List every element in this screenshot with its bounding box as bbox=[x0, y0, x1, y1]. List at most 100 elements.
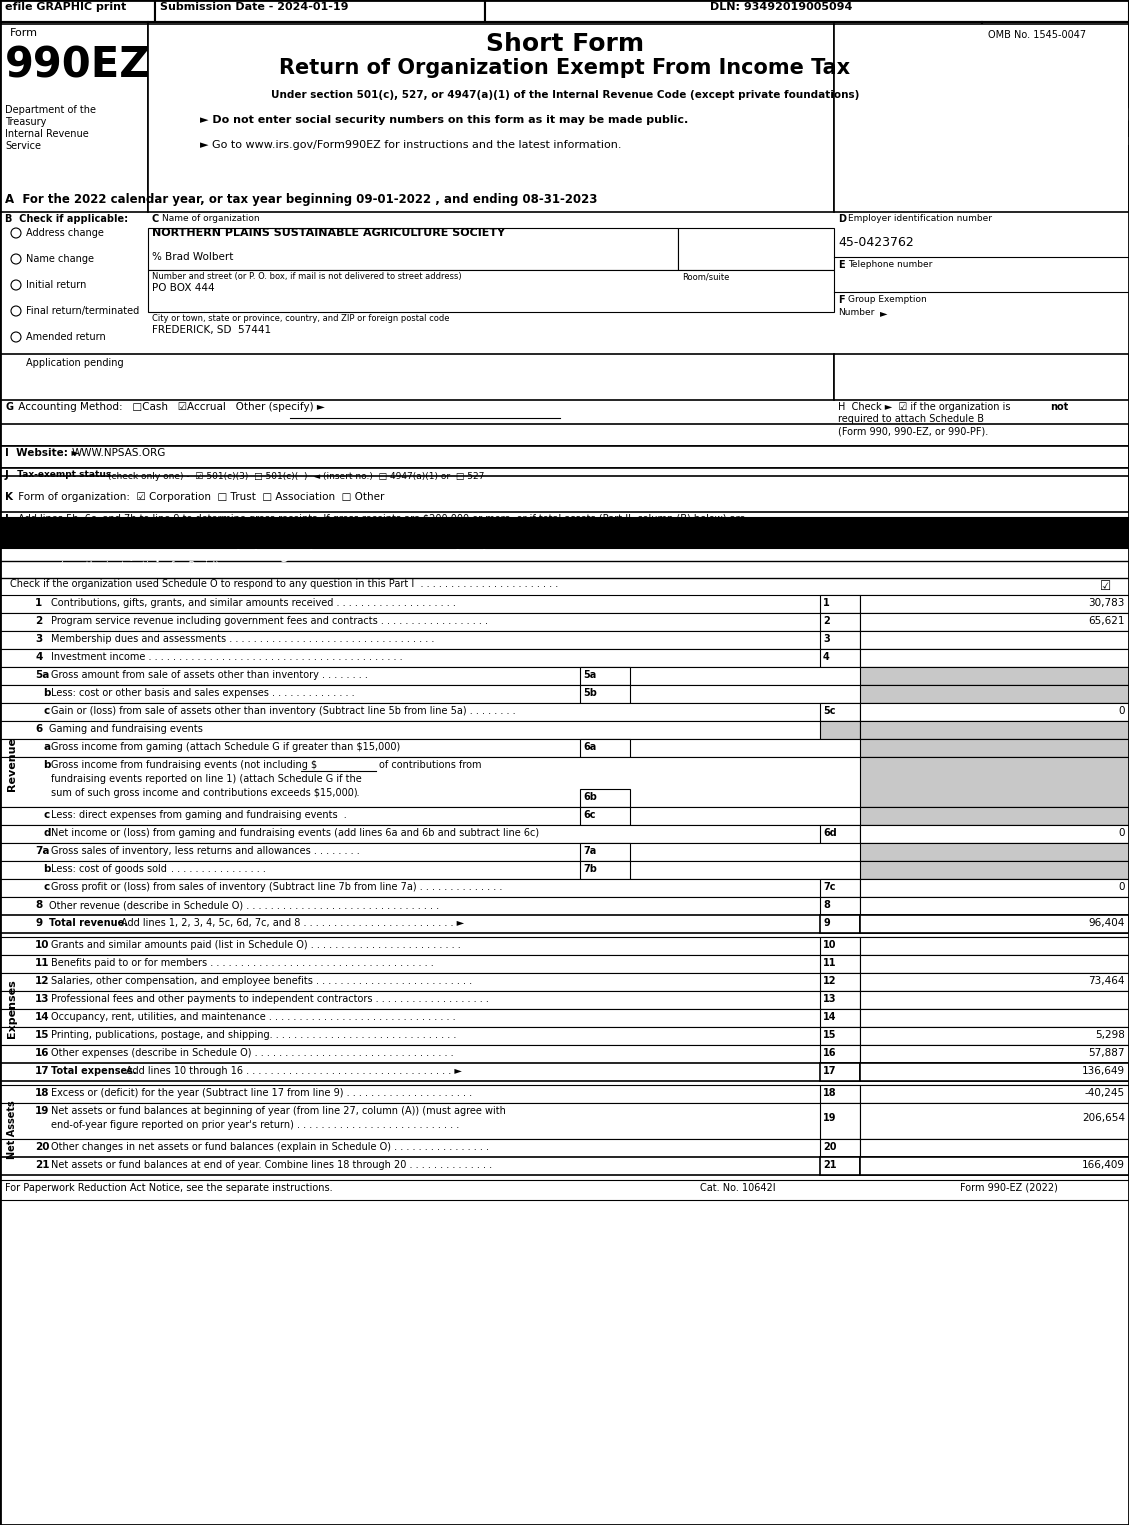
Text: 15: 15 bbox=[35, 1029, 50, 1040]
Bar bbox=[485, 0, 1129, 21]
Bar bbox=[820, 1139, 860, 1157]
Text: J: J bbox=[5, 470, 9, 480]
Text: ► Do not enter social security numbers on this form as it may be made public.: ► Do not enter social security numbers o… bbox=[200, 114, 689, 125]
Text: Gross profit or (loss) from sales of inventory (Subtract line 7b from line 7a) .: Gross profit or (loss) from sales of inv… bbox=[51, 881, 502, 892]
Text: Group Exemption: Group Exemption bbox=[848, 294, 927, 303]
Bar bbox=[820, 1084, 860, 1103]
Text: 11: 11 bbox=[35, 958, 50, 968]
Text: Gaming and fundraising events: Gaming and fundraising events bbox=[49, 724, 203, 734]
Text: Gross amount from sale of assets other than inventory . . . . . . . .: Gross amount from sale of assets other t… bbox=[51, 669, 368, 680]
Bar bbox=[982, 122, 1129, 191]
Bar bbox=[860, 721, 1129, 740]
Text: Expenses: Expenses bbox=[7, 979, 17, 1039]
Bar bbox=[820, 721, 860, 740]
Bar bbox=[860, 613, 1129, 631]
Text: OMB No. 1545-0047: OMB No. 1545-0047 bbox=[988, 30, 1086, 40]
Bar bbox=[860, 862, 1129, 878]
Text: 7b: 7b bbox=[583, 865, 597, 874]
Text: 7a: 7a bbox=[35, 846, 50, 856]
Text: Less: cost of goods sold: Less: cost of goods sold bbox=[51, 865, 167, 874]
Text: 0: 0 bbox=[1119, 881, 1124, 892]
Text: Add lines 5b, 6c, and 7b to line 9 to determine gross receipts. If gross receipt: Add lines 5b, 6c, and 7b to line 9 to de… bbox=[15, 514, 745, 525]
Text: 10: 10 bbox=[823, 939, 837, 950]
Bar bbox=[820, 613, 860, 631]
Text: Treasury: Treasury bbox=[5, 117, 46, 127]
Bar bbox=[820, 631, 860, 650]
Text: 0: 0 bbox=[1119, 706, 1124, 717]
Bar bbox=[820, 1157, 860, 1174]
Text: Add lines 10 through 16 . . . . . . . . . . . . . . . . . . . . . . . . . . . . : Add lines 10 through 16 . . . . . . . . … bbox=[126, 1066, 462, 1077]
Bar bbox=[0, 354, 834, 400]
Text: Cat. No. 10642I: Cat. No. 10642I bbox=[700, 1183, 776, 1193]
Text: 65,621: 65,621 bbox=[1088, 616, 1124, 625]
Text: 12: 12 bbox=[35, 976, 50, 987]
Bar bbox=[580, 740, 630, 756]
Text: (see the instructions for Part I): (see the instructions for Part I) bbox=[60, 561, 219, 570]
Text: Return of Organization Exempt From Income Tax: Return of Organization Exempt From Incom… bbox=[280, 58, 850, 78]
Text: Net income or (loss) from gaming and fundraising events (add lines 6a and 6b and: Net income or (loss) from gaming and fun… bbox=[51, 828, 540, 839]
Text: 21: 21 bbox=[823, 1161, 837, 1170]
Bar bbox=[834, 354, 1129, 400]
Text: Professional fees and other payments to independent contractors . . . . . . . . : Professional fees and other payments to … bbox=[51, 994, 489, 1003]
Text: Room/suite: Room/suite bbox=[682, 271, 729, 281]
Text: Tax-exempt status: Tax-exempt status bbox=[14, 470, 112, 479]
Bar bbox=[860, 1045, 1129, 1063]
Bar bbox=[860, 740, 1129, 756]
Bar bbox=[580, 807, 630, 825]
Text: Check if the organization used Schedule O to respond to any question in this Par: Check if the organization used Schedule … bbox=[10, 580, 558, 589]
Bar bbox=[860, 1026, 1129, 1045]
Bar bbox=[860, 1084, 1129, 1103]
Bar bbox=[0, 1045, 1129, 1063]
Text: Membership dues and assessments . . . . . . . . . . . . . . . . . . . . . . . . : Membership dues and assessments . . . . … bbox=[51, 634, 435, 644]
Text: Part I: Part I bbox=[5, 549, 43, 563]
Bar bbox=[0, 740, 1129, 756]
Text: 3: 3 bbox=[823, 634, 830, 644]
Bar bbox=[860, 1139, 1129, 1157]
Text: WWW.NPSAS.ORG: WWW.NPSAS.ORG bbox=[72, 448, 166, 458]
Text: L: L bbox=[5, 514, 11, 525]
Text: 19: 19 bbox=[823, 1113, 837, 1122]
Text: Open to
Public
Inspection: Open to Public Inspection bbox=[1010, 117, 1100, 168]
Text: 6d: 6d bbox=[823, 828, 837, 839]
Text: 18: 18 bbox=[35, 1087, 50, 1098]
Bar bbox=[860, 685, 1129, 703]
Bar bbox=[860, 807, 1129, 825]
Text: ☑: ☑ bbox=[1100, 580, 1111, 593]
Bar bbox=[860, 595, 1129, 613]
Text: 206,654: 206,654 bbox=[1082, 1113, 1124, 1122]
Text: 6a: 6a bbox=[583, 743, 596, 752]
Text: 12: 12 bbox=[823, 976, 837, 987]
Text: 136,649: 136,649 bbox=[1082, 1066, 1124, 1077]
Bar bbox=[860, 1157, 1129, 1174]
Text: Gross income from gaming (attach Schedule G if greater than $15,000): Gross income from gaming (attach Schedul… bbox=[51, 743, 401, 752]
Bar bbox=[982, 44, 1129, 127]
Text: DLN: 93492019005094: DLN: 93492019005094 bbox=[710, 2, 852, 12]
Text: Accounting Method:   □Cash   ☑Accrual   Other (specify) ►: Accounting Method: □Cash ☑Accrual Other … bbox=[15, 403, 325, 412]
Text: 3: 3 bbox=[35, 634, 42, 644]
Bar bbox=[0, 685, 1129, 703]
Text: 14: 14 bbox=[35, 1013, 50, 1022]
Text: Form of organization:  ☑ Corporation  □ Trust  □ Association  □ Other: Form of organization: ☑ Corporation □ Tr… bbox=[15, 493, 384, 502]
Bar bbox=[820, 1103, 860, 1139]
Text: 19: 19 bbox=[35, 1106, 50, 1116]
Text: 8: 8 bbox=[35, 900, 42, 910]
Text: . . . . . . . . . . . . . . . .: . . . . . . . . . . . . . . . . bbox=[170, 865, 265, 874]
Text: Contributions, gifts, grants, and similar amounts received . . . . . . . . . . .: Contributions, gifts, grants, and simila… bbox=[51, 598, 456, 608]
Bar bbox=[580, 788, 630, 807]
Text: Program service revenue including government fees and contracts . . . . . . . . : Program service revenue including govern… bbox=[51, 616, 488, 625]
Text: 5c: 5c bbox=[823, 706, 835, 717]
Bar bbox=[0, 0, 1129, 21]
Text: Final return/terminated: Final return/terminated bbox=[26, 307, 139, 316]
Bar bbox=[0, 1010, 1129, 1026]
Bar bbox=[0, 1157, 1129, 1174]
Bar bbox=[820, 1026, 860, 1045]
Bar bbox=[148, 24, 834, 212]
Bar bbox=[860, 973, 1129, 991]
Text: 6b: 6b bbox=[583, 791, 597, 802]
Text: 21: 21 bbox=[35, 1161, 50, 1170]
Bar bbox=[860, 936, 1129, 955]
Text: Department of the: Department of the bbox=[5, 105, 96, 114]
Text: 11: 11 bbox=[823, 958, 837, 968]
Bar bbox=[148, 21, 982, 191]
Text: 15: 15 bbox=[823, 1029, 837, 1040]
